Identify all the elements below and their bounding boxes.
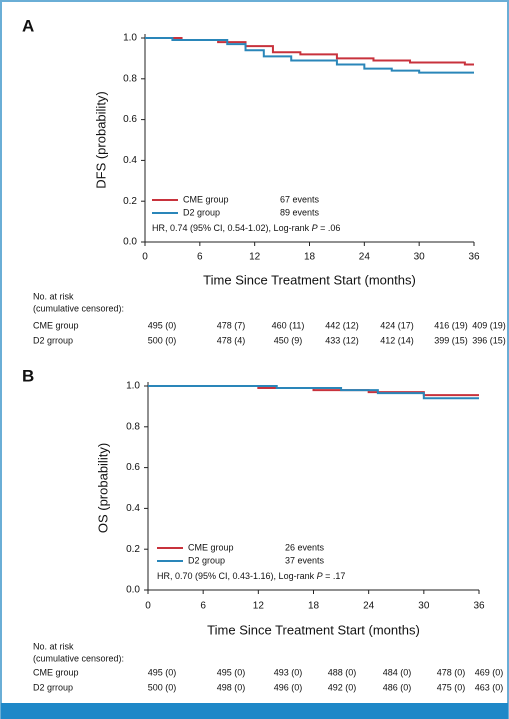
at-risk-cell: 496 (0) (274, 682, 303, 692)
x-tick-label: 18 (308, 601, 320, 612)
hr-part: P (317, 571, 323, 581)
at-risk-cell: 478 (4) (217, 335, 246, 345)
legend-events: 26 events (285, 542, 325, 552)
x-tick-label: 30 (418, 601, 430, 612)
x-tick-label: 36 (468, 252, 480, 263)
x-tick-label: 24 (363, 601, 375, 612)
at-risk-cell: 478 (0) (437, 667, 466, 677)
y-axis-title: OS (probability) (95, 443, 110, 533)
x-tick-label: 0 (142, 252, 148, 263)
legend-label: CME group (188, 542, 234, 552)
at-risk-cell: 399 (15) (434, 335, 468, 345)
at-risk-cell: 469 (0) (475, 667, 504, 677)
hr-annotation: HR, 0.74 (95% CI, 0.54-1.02), Log-rank P… (152, 223, 340, 233)
x-tick-label: 12 (249, 252, 261, 263)
legend-label: D2 group (188, 555, 225, 565)
x-tick-label: 36 (473, 601, 485, 612)
legend-events: 89 events (280, 207, 320, 217)
x-tick-label: 6 (200, 601, 206, 612)
x-tick-label: 30 (414, 252, 426, 263)
at-risk-cell: 488 (0) (328, 667, 357, 677)
y-tick-label: 0.8 (126, 421, 140, 432)
y-tick-label: 0.2 (123, 196, 137, 207)
x-tick-label: 12 (253, 601, 265, 612)
x-axis-title: Time Since Treatment Start (months) (203, 272, 416, 287)
at-risk-cell: 424 (17) (380, 320, 414, 330)
at-risk-cell: 493 (0) (274, 667, 303, 677)
at-risk-cell: 500 (0) (148, 682, 177, 692)
hr-annotation: HR, 0.70 (95% CI, 0.43-1.16), Log-rank P… (157, 571, 345, 581)
panel-label: B (22, 366, 34, 385)
at-risk-row-label: CME group (33, 667, 79, 677)
at-risk-title: No. at risk (33, 641, 74, 651)
at-risk-subtitle: (cumulative censored): (33, 653, 124, 663)
at-risk-row-label: CME group (33, 320, 79, 330)
y-tick-label: 0.6 (123, 114, 137, 125)
at-risk-cell: 492 (0) (328, 682, 357, 692)
at-risk-cell: 412 (14) (380, 335, 414, 345)
at-risk-row-label: D2 grroup (33, 335, 73, 345)
panel-label: A (22, 16, 34, 35)
legend-events: 37 events (285, 555, 325, 565)
at-risk-row-label: D2 grroup (33, 682, 73, 692)
at-risk-cell: 495 (0) (148, 667, 177, 677)
hr-part: HR, 0.74 (95% CI, 0.54-1.02), Log-rank (152, 223, 312, 233)
at-risk-cell: 478 (7) (217, 320, 246, 330)
hr-part: HR, 0.70 (95% CI, 0.43-1.16), Log-rank (157, 571, 317, 581)
bottom-bar (1, 703, 508, 719)
at-risk-cell: 450 (9) (274, 335, 303, 345)
x-tick-label: 18 (304, 252, 316, 263)
y-axis-title: DFS (probability) (93, 91, 108, 189)
at-risk-cell: 442 (12) (325, 320, 359, 330)
legend-events: 67 events (280, 194, 320, 204)
at-risk-subtitle: (cumulative censored): (33, 303, 124, 313)
hr-part: = .17 (323, 571, 346, 581)
at-risk-cell: 433 (12) (325, 335, 359, 345)
hr-part: P (312, 223, 318, 233)
at-risk-cell: 500 (0) (148, 335, 177, 345)
y-tick-label: 0.2 (126, 544, 140, 555)
y-tick-label: 1.0 (123, 33, 137, 44)
at-risk-cell: 495 (0) (148, 320, 177, 330)
at-risk-cell: 484 (0) (383, 667, 412, 677)
legend-label: D2 group (183, 207, 220, 217)
at-risk-cell: 416 (19) (434, 320, 468, 330)
at-risk-cell: 396 (15) (472, 335, 506, 345)
y-tick-label: 0.4 (123, 155, 137, 166)
y-tick-label: 0.0 (126, 585, 140, 596)
at-risk-cell: 409 (19) (472, 320, 506, 330)
at-risk-cell: 475 (0) (437, 682, 466, 692)
y-tick-label: 1.0 (126, 381, 140, 392)
hr-part: = .06 (318, 223, 341, 233)
x-tick-label: 0 (145, 601, 151, 612)
y-tick-label: 0.0 (123, 237, 137, 248)
survival-curve (145, 37, 474, 74)
y-tick-label: 0.4 (126, 503, 140, 514)
x-tick-label: 24 (359, 252, 371, 263)
at-risk-cell: 495 (0) (217, 667, 246, 677)
survival-curve (148, 385, 479, 400)
x-axis-title: Time Since Treatment Start (months) (207, 622, 420, 637)
at-risk-cell: 460 (11) (272, 320, 305, 330)
at-risk-cell: 486 (0) (383, 682, 412, 692)
at-risk-cell: 498 (0) (217, 682, 246, 692)
at-risk-title: No. at risk (33, 291, 74, 301)
y-tick-label: 0.8 (123, 73, 137, 84)
at-risk-cell: 463 (0) (475, 682, 504, 692)
y-tick-label: 0.6 (126, 462, 140, 473)
legend-label: CME group (183, 194, 229, 204)
x-tick-label: 6 (197, 252, 203, 263)
